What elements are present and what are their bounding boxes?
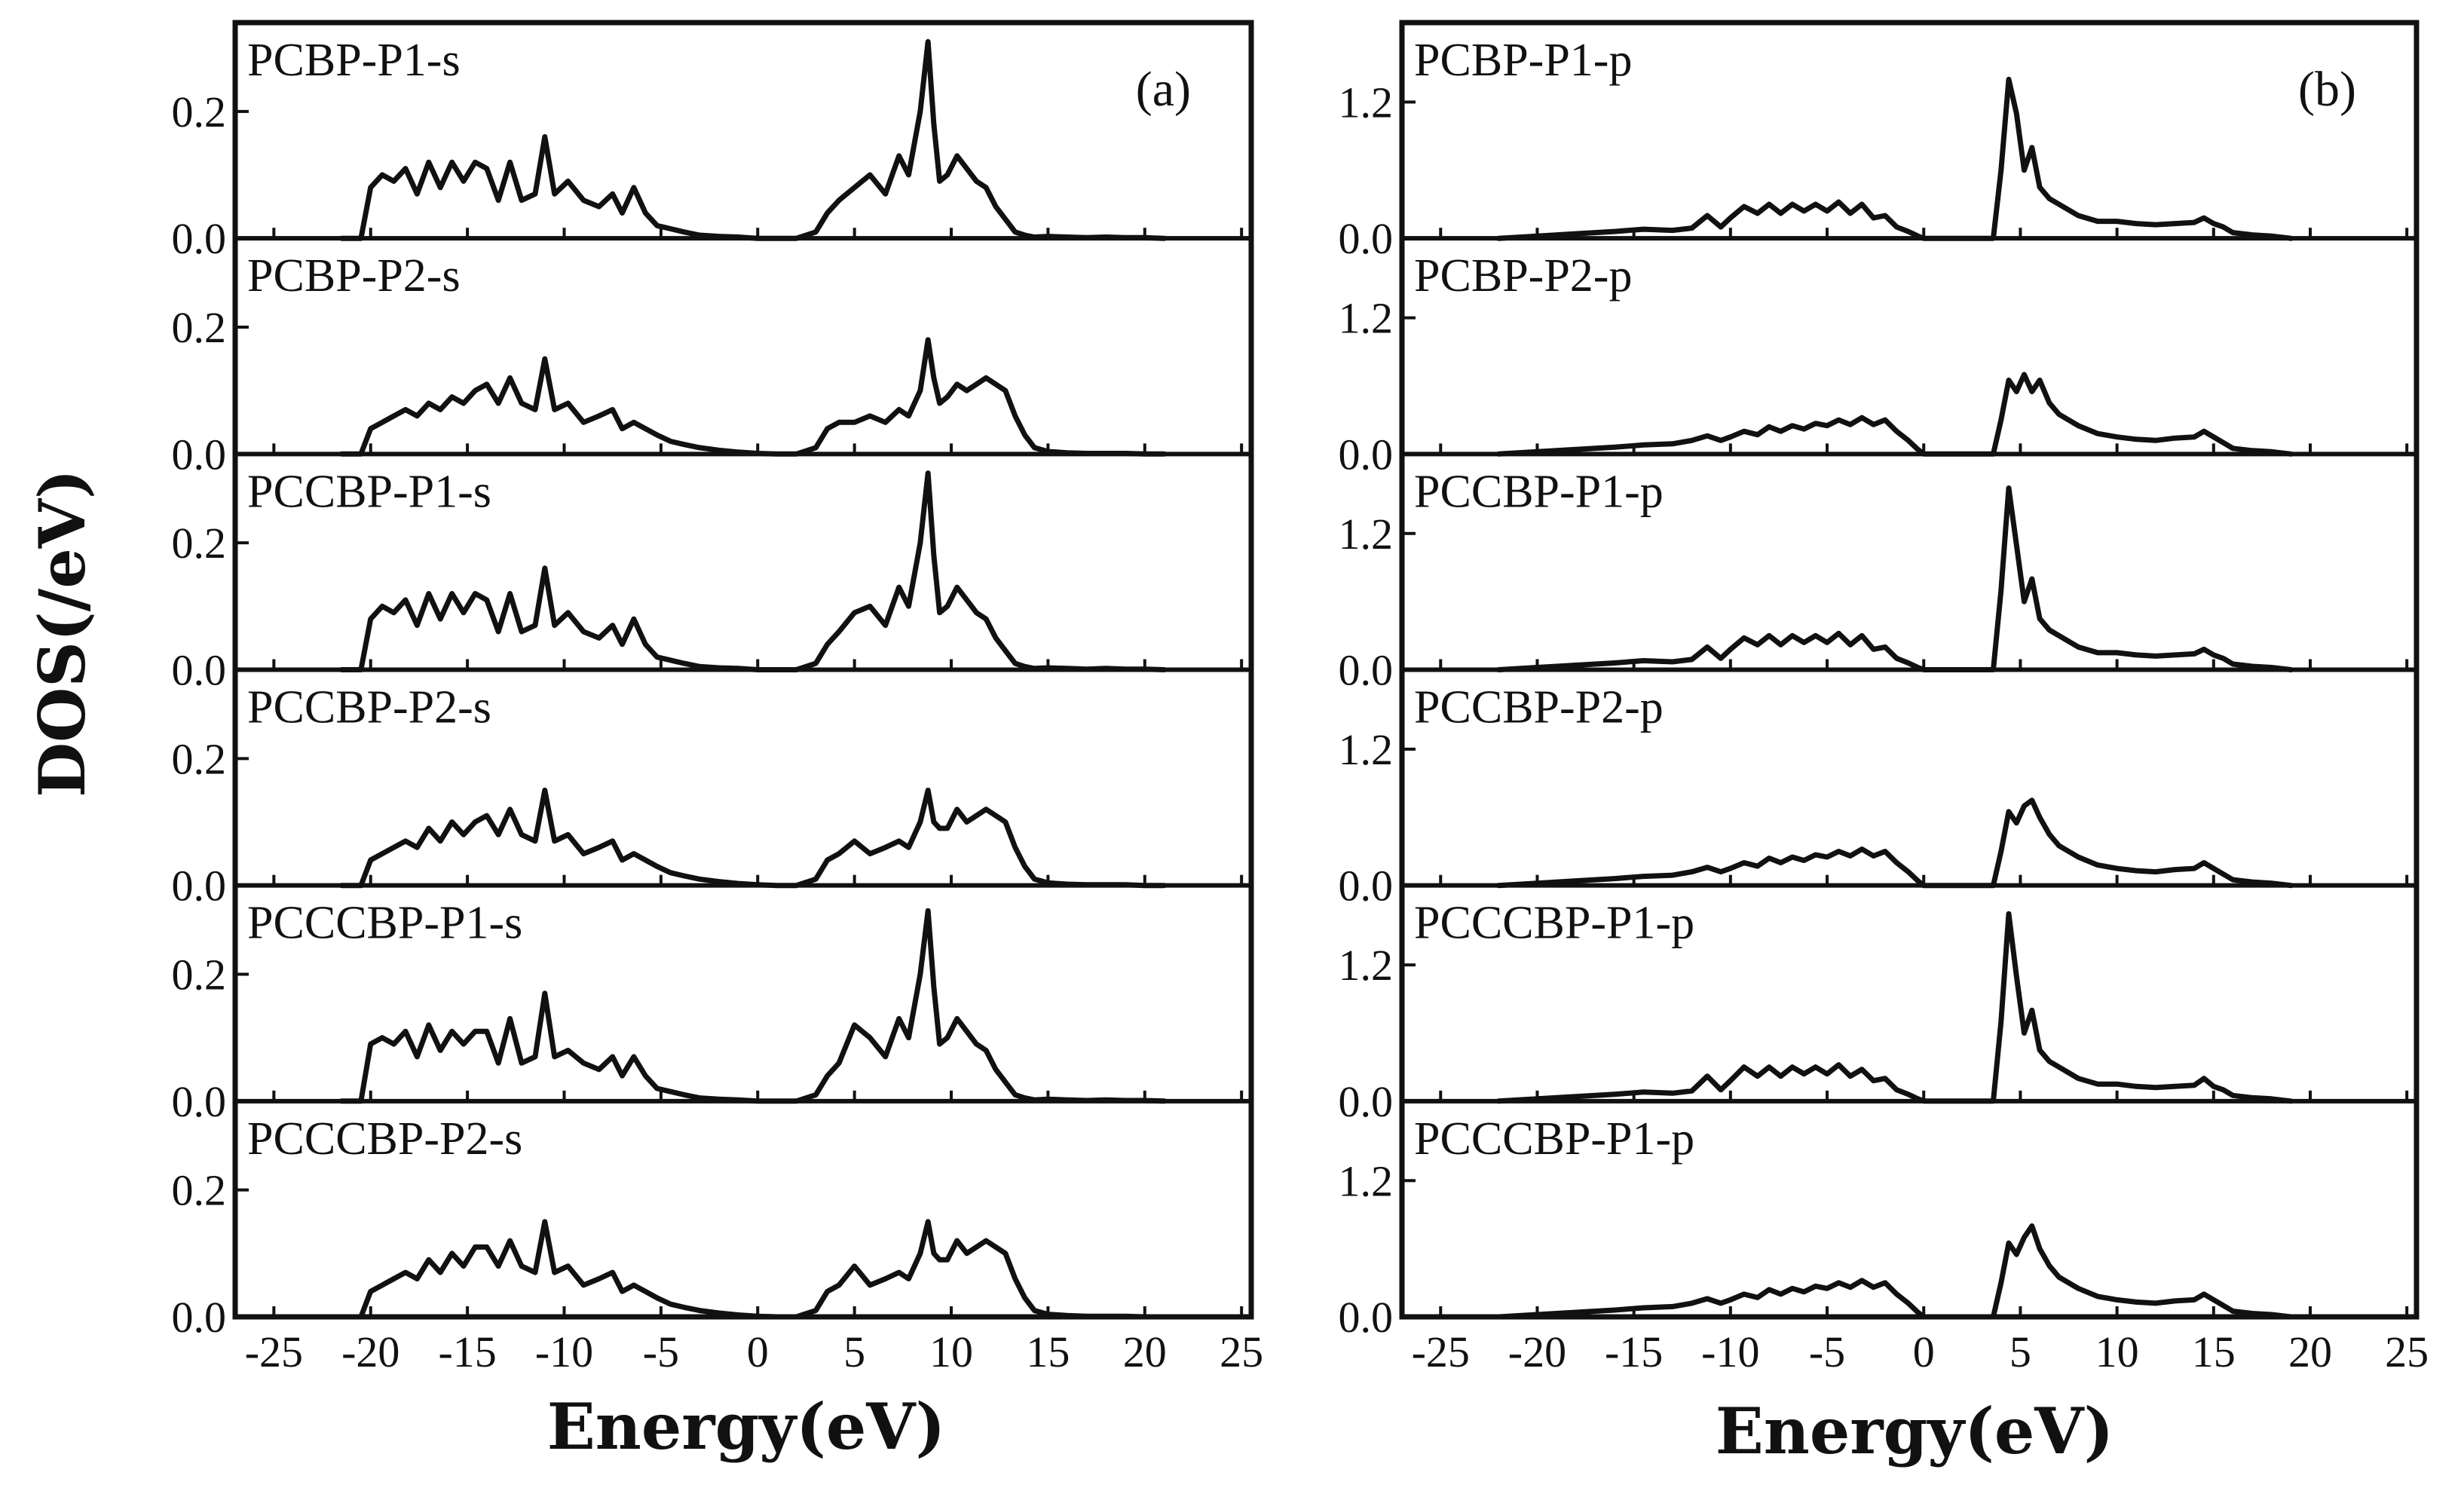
y-tick-label-a-4-1: 0.0 bbox=[172, 862, 227, 911]
x-tick-label-b-11: 25 bbox=[2385, 1327, 2429, 1376]
x-tick-label-b-4: -10 bbox=[1701, 1327, 1759, 1376]
corner-label-a: (a) bbox=[1136, 62, 1191, 117]
x-tick-label-a-11: 25 bbox=[1220, 1327, 1263, 1376]
x-tick-label-a-2: -20 bbox=[341, 1327, 399, 1376]
panel-label-a-1: PCBP-P1-s bbox=[247, 35, 461, 86]
y-tick-label-b-4-1: 0.0 bbox=[1339, 862, 1394, 911]
y-tick-label-b-3-1: 0.0 bbox=[1339, 646, 1394, 695]
dos-curve-a-6 bbox=[338, 1219, 1167, 1320]
y-tick-label-b-2-1: 0.0 bbox=[1339, 430, 1394, 479]
x-tick-label-b-9: 15 bbox=[2192, 1327, 2236, 1376]
x-tick-label-b-8: 10 bbox=[2095, 1327, 2139, 1376]
x-tick-label-a-10: 20 bbox=[1123, 1327, 1167, 1376]
panel-label-b-2: PCBP-P2-p bbox=[1414, 250, 1632, 302]
y-tick-label-a-6-2: 0.2 bbox=[172, 1166, 227, 1215]
x-axis-title-b: Energy(eV) bbox=[1716, 1394, 2114, 1468]
x-axis-title-a: Energy(eV) bbox=[547, 1389, 945, 1464]
chart-panel-b: 0.0 1.2 PCBP-P1-p 0.0 1.2 PCBP-P2-p 0.0 1.2 PCCB… bbox=[1339, 20, 2429, 1376]
y-tick-label-b-1-1: 0.0 bbox=[1339, 214, 1394, 263]
frame-a bbox=[232, 20, 1254, 1320]
dos-curve-a-4 bbox=[338, 787, 1167, 889]
x-tick-label-a-6: 0 bbox=[747, 1327, 769, 1376]
x-tick-label-b-2: -20 bbox=[1508, 1327, 1566, 1376]
y-tick-label-b-6-2: 1.2 bbox=[1339, 1156, 1394, 1205]
y-tick-label-a-3-2: 0.2 bbox=[172, 519, 227, 568]
y-tick-label-a-5-2: 0.2 bbox=[172, 951, 227, 1000]
x-tick-label-a-1: -25 bbox=[245, 1327, 303, 1376]
y-tick-label-a-3-1: 0.0 bbox=[172, 646, 227, 695]
x-tick-label-a-9: 15 bbox=[1026, 1327, 1070, 1376]
x-tick-label-a-3: -15 bbox=[438, 1327, 496, 1376]
x-tick-label-a-7: 5 bbox=[843, 1327, 865, 1376]
dos-curve-b-2 bbox=[1495, 372, 2294, 457]
dos-curve-a-1 bbox=[338, 38, 1167, 241]
y-tick-label-a-2-1: 0.0 bbox=[172, 430, 227, 479]
y-tick-label-b-5-1: 0.0 bbox=[1339, 1077, 1394, 1126]
y-tick-label-a-4-2: 0.2 bbox=[172, 734, 227, 783]
dos-curve-a-2 bbox=[338, 337, 1167, 457]
y-tick-label-a-2-2: 0.2 bbox=[172, 303, 227, 352]
y-tick-label-a-1-2: 0.2 bbox=[172, 87, 227, 136]
x-tick-label-b-5: -5 bbox=[1809, 1327, 1845, 1376]
panel-label-b-6: PCCCBP-P1-p bbox=[1414, 1113, 1694, 1165]
corner-label-b: (b) bbox=[2298, 62, 2356, 117]
y-tick-label-a-5-1: 0.0 bbox=[172, 1077, 227, 1126]
chart-panel-a: 0.0 0.2 PCBP-P1-s 0.0 0.2 PCBP-P2-s 0.0 0.2 PCCB… bbox=[172, 20, 1263, 1376]
x-tick-label-b-7: 5 bbox=[2009, 1327, 2031, 1376]
panel-label-a-3: PCCBP-P1-s bbox=[247, 466, 491, 517]
x-tick-label-b-10: 20 bbox=[2288, 1327, 2332, 1376]
panel-label-a-5: PCCCBP-P1-s bbox=[247, 898, 522, 949]
panel-label-a-2: PCBP-P2-s bbox=[247, 250, 461, 302]
panel-label-a-4: PCCBP-P2-s bbox=[247, 682, 491, 733]
dos-curve-b-4 bbox=[1495, 797, 2294, 889]
y-tick-label-b-3-2: 1.2 bbox=[1339, 510, 1394, 559]
panel-label-b-5: PCCCBP-P1-p bbox=[1414, 898, 1694, 949]
y-tick-label-b-5-2: 1.2 bbox=[1339, 941, 1394, 990]
panel-label-b-1: PCBP-P1-p bbox=[1414, 35, 1632, 86]
frame-b bbox=[1399, 20, 2420, 1320]
y-tick-label-b-6-1: 0.0 bbox=[1339, 1293, 1394, 1342]
dos-curve-b-1 bbox=[1495, 76, 2294, 241]
panel-label-a-6: PCCCBP-P2-s bbox=[247, 1113, 522, 1165]
y-tick-label-b-1-2: 1.2 bbox=[1339, 78, 1394, 127]
panel-label-b-4: PCCBP-P2-p bbox=[1414, 682, 1664, 733]
x-tick-label-a-8: 10 bbox=[929, 1327, 973, 1376]
y-axis-title: DOS(/eV) bbox=[25, 469, 99, 797]
panel-label-b-3: PCCBP-P1-p bbox=[1414, 466, 1664, 517]
x-tick-label-a-4: -10 bbox=[535, 1327, 593, 1376]
dos-curve-b-6 bbox=[1495, 1223, 2294, 1320]
y-tick-label-a-1-1: 0.0 bbox=[172, 214, 227, 263]
x-tick-label-b-3: -15 bbox=[1605, 1327, 1663, 1376]
x-tick-label-a-5: -5 bbox=[643, 1327, 679, 1376]
y-tick-label-b-4-2: 1.2 bbox=[1339, 725, 1394, 774]
y-tick-label-a-6-1: 0.0 bbox=[172, 1293, 227, 1342]
y-tick-label-b-2-2: 1.2 bbox=[1339, 294, 1394, 343]
x-tick-label-b-1: -25 bbox=[1412, 1327, 1470, 1376]
x-tick-label-b-6: 0 bbox=[1913, 1327, 1935, 1376]
